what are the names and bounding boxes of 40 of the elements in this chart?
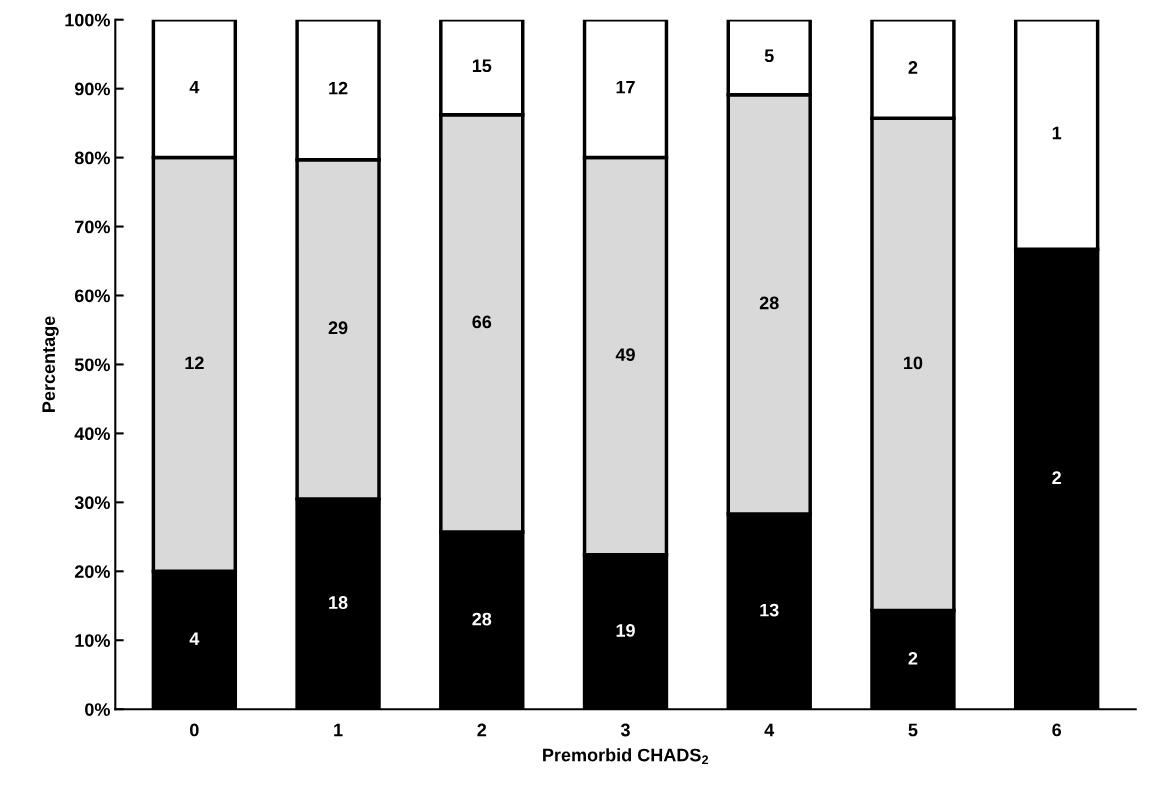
annotation: 49 [615,348,635,362]
annotation: 15 [472,59,492,73]
annotation: 5 [764,49,774,63]
annotation: 28 [472,612,492,626]
x-tick-label: 1 [334,723,343,737]
y-tick-label: 0% [85,703,110,716]
annotation: 18 [329,596,348,609]
x-tick-label: 2 [477,723,487,737]
y-tick-label: 70% [75,220,110,234]
annotation: 28 [759,296,779,310]
x-tick-label: 4 [764,723,775,737]
annotation: 10 [904,356,923,370]
annotation: 66 [472,315,492,329]
annotation: 13 [760,603,779,617]
x-axis-title: Premorbid CHADS$_{2}$ [543,748,709,765]
y-tick-label: 80% [74,151,110,165]
annotation: 4 [189,80,200,94]
y-tick-label: 10% [75,634,110,647]
annotation: 12 [329,81,348,95]
x-tick-label: 3 [620,723,630,737]
x-tick-label: 5 [908,723,918,737]
y-tick-label: 90% [74,82,110,96]
y-tick-label: 100% [65,13,110,27]
annotation: 2 [1052,471,1061,484]
annotation: 4 [189,632,200,645]
annotation: 17 [616,80,635,94]
y-tick-label: 40% [74,427,110,441]
y-axis-title: Percentage [42,316,59,412]
annotation: 1 [1052,126,1062,140]
y-tick-label: 30% [74,496,110,510]
y-tick-label: 50% [74,358,110,372]
x-tick-label: 6 [1052,723,1062,737]
annotation: 2 [908,61,918,74]
annotation: 19 [616,624,635,637]
annotation: 2 [908,651,918,665]
annotation: 29 [328,321,348,335]
y-tick-label: 20% [74,565,110,579]
y-tick-label: 60% [74,289,110,303]
annotation: 12 [185,356,204,370]
x-tick-label: 0 [190,723,199,737]
